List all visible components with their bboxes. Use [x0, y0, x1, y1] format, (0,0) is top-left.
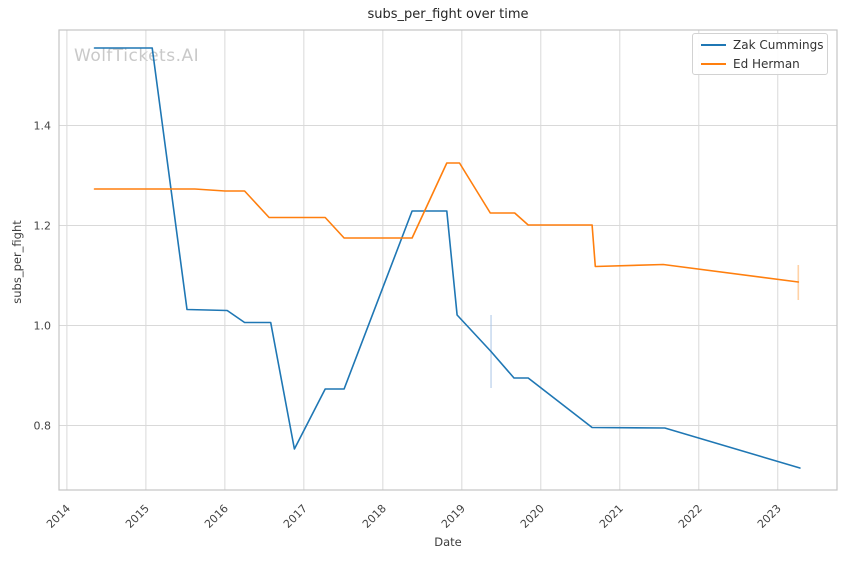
- y-tick-label: 1.4: [34, 120, 52, 133]
- series-line-ed-herman: [93, 162, 800, 283]
- chart-title: subs_per_fight over time: [367, 7, 529, 22]
- legend-label: Ed Herman: [733, 56, 800, 71]
- x-tick-label: 2022: [676, 502, 705, 531]
- x-tick-label: 2016: [202, 502, 231, 531]
- series-line-zak-cummings: [93, 47, 801, 469]
- y-tick-label: 1.2: [34, 220, 52, 233]
- watermark: WolfTickets.AI: [74, 46, 200, 66]
- x-tick-label: 2017: [281, 502, 310, 531]
- x-tick-label: 2014: [44, 502, 73, 531]
- legend-label: Zak Cummings: [733, 37, 824, 52]
- x-tick-label: 2020: [518, 502, 547, 531]
- x-tick-label: 2021: [597, 502, 626, 531]
- plot-border: [58, 29, 838, 491]
- y-tick-label: 0.8: [34, 420, 52, 433]
- legend: Zak Cummings Ed Herman: [692, 33, 828, 75]
- x-tick-label: 2019: [439, 502, 468, 531]
- x-tick-label: 2023: [755, 502, 784, 531]
- x-tick-label: 2015: [123, 502, 152, 531]
- x-tick-label: 2018: [360, 502, 389, 531]
- legend-item-ed-herman: Ed Herman: [701, 56, 827, 72]
- legend-item-zak-cummings: Zak Cummings: [701, 37, 827, 53]
- y-tick-label: 1.0: [34, 320, 52, 333]
- y-axis-label: subs_per_fight: [10, 220, 24, 304]
- legend-line-swatch-blue: [701, 43, 726, 46]
- legend-line-swatch-orange: [701, 62, 726, 65]
- x-axis-label: Date: [434, 535, 462, 549]
